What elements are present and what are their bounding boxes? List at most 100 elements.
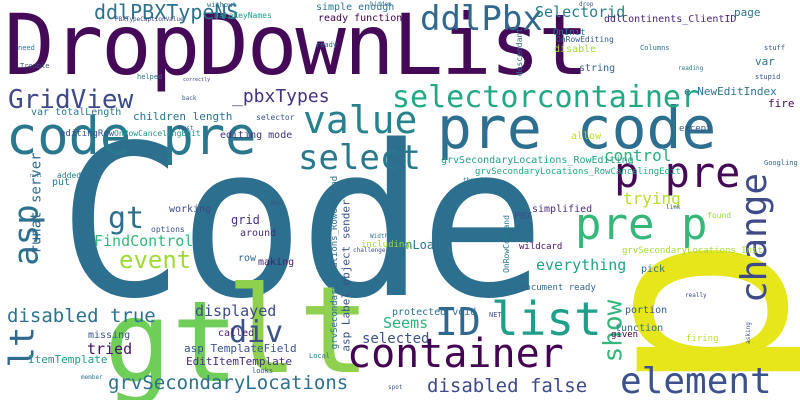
word-looks: looks	[252, 367, 274, 375]
word-options: options	[151, 225, 185, 234]
word-firing: firing	[686, 334, 719, 344]
word-portion: portion	[625, 305, 668, 316]
word-pbxtypecaptionvalue: PBXTypeCaptionValue	[115, 16, 184, 23]
word-pbx: PBX	[514, 211, 533, 222]
word-event: event	[119, 246, 192, 274]
word-trouble: Trouble	[20, 62, 50, 70]
word-findcontrol: FindControl	[94, 232, 194, 250]
word-making: making	[258, 257, 295, 268]
word-pre-p: pre p	[575, 199, 708, 250]
word-document-ready: document ready	[520, 283, 596, 293]
word-selectorid: Selectorid	[535, 3, 626, 21]
word-string: string	[579, 63, 616, 74]
word-ddlpbx: ddlPbx	[420, 0, 543, 39]
word-var: var	[755, 55, 775, 68]
word-reading: reading	[678, 65, 704, 72]
word-grvsecondarylocations-init: grvSecondaryLocations_Init	[622, 246, 763, 256]
word-list: list	[491, 292, 602, 346]
word-local: Local	[309, 352, 331, 360]
word-called: called	[218, 328, 255, 339]
word-ddlcontinents-clientid: ddlContinents_ClientID	[604, 14, 737, 25]
word-row: row	[238, 253, 257, 264]
word-net: NET	[489, 311, 502, 319]
word-stupid: stupid	[755, 73, 781, 81]
word-runat-server: runat server	[28, 152, 45, 254]
word-grid: grid	[231, 213, 260, 227]
word-simplified: simplified	[532, 204, 593, 215]
word-datakeynames: DataKeyNames	[214, 11, 272, 20]
word-element: element	[620, 361, 772, 400]
word-pbxtypes: _pbxTypes	[232, 86, 330, 107]
word-thought: thought	[463, 177, 489, 184]
word-drop: drop	[579, 1, 594, 8]
word-grvsecondarylocations-rowcommand: grvSecondaryLocations_RowCommand	[330, 175, 341, 350]
word-width: Width	[370, 233, 389, 240]
word-code-big: Code	[58, 100, 546, 345]
word-asp-templatefield: asp TemplateField	[184, 342, 297, 355]
word-put: put	[52, 177, 71, 188]
word-e-neweditindex: e NewEditIndex	[684, 85, 777, 98]
word-seems: Seems	[383, 314, 429, 332]
word-challenge: challenge	[353, 247, 386, 254]
word-columns: Columns	[640, 44, 670, 52]
word-disabled-true: disabled true	[7, 305, 156, 327]
word-onrowediting: OnRowEditing	[556, 35, 614, 44]
word-stuff: stuff	[764, 44, 786, 52]
word-p-pre: p pre	[614, 148, 741, 197]
word-except: except	[679, 124, 712, 134]
word-really: really	[685, 292, 707, 299]
word-asking: asking	[744, 322, 752, 344]
word-lt-big: lt	[226, 262, 371, 400]
word-missing: missing	[88, 330, 131, 341]
word-selectorcontainer: selectorcontainer	[392, 80, 700, 115]
word-null: null	[30, 173, 43, 179]
word-id: ID	[435, 300, 481, 344]
word-link: link	[666, 204, 681, 211]
word-dropdownlist: DropDownList	[4, 0, 589, 94]
word-pick: pick	[641, 264, 666, 275]
word-code-pre: code pre	[6, 107, 257, 167]
word-gridview: GridView	[8, 85, 134, 115]
word-allow: allow	[571, 131, 602, 142]
word-onrowcancelingedit: OnRowCancelingEdit	[114, 129, 201, 138]
word-helped: helped	[137, 73, 163, 81]
word-ready: ready	[316, 41, 338, 49]
word-given: given	[611, 330, 639, 340]
word-div: div	[229, 315, 284, 350]
word-around: around	[240, 228, 277, 239]
word-container: container	[347, 331, 564, 377]
word-correctly: correctly	[183, 77, 211, 83]
word-editingrow: editingRow	[60, 129, 115, 139]
word-edititemtemplate: EditItemTemplate	[186, 355, 292, 368]
word-trying: trying	[623, 189, 681, 208]
word-asp-label-object-sender: asp Label object sender	[339, 199, 353, 352]
word-disable: disable	[554, 44, 597, 55]
word-member: member	[81, 374, 103, 381]
word-select: select	[298, 138, 421, 178]
word-children-length: children length	[133, 110, 233, 123]
word-wildcard: wildcard	[519, 242, 563, 252]
word-descendant: descendant	[515, 27, 525, 77]
word-now: Now	[271, 200, 282, 207]
word-grvsecondarylocations-rowediting: grvSecondaryLocations_RowEditing	[441, 155, 634, 166]
word-oninit: OnInit	[553, 28, 586, 38]
word-fire: fire	[768, 97, 795, 110]
word-function: function	[615, 323, 664, 334]
word-onrowcommand: OnRowCommand	[501, 215, 511, 273]
word-selector: selector	[256, 113, 295, 122]
word-hidden: hidden	[370, 1, 392, 8]
word-gt-big: gt	[104, 278, 239, 400]
word-spot: spot	[388, 384, 403, 391]
word-page: page	[734, 6, 761, 19]
word-need: need	[18, 44, 35, 52]
word-disabled-false: disabled false	[427, 375, 588, 397]
word-googling: Googling	[764, 159, 798, 167]
word-including: including	[361, 240, 410, 250]
word-pre-code: pre code	[437, 94, 717, 162]
word-added: added	[57, 171, 82, 180]
word-found: found	[707, 211, 732, 220]
word-protected-void: protected void	[392, 307, 477, 318]
word-gt-small: gt	[108, 201, 145, 236]
word-value: value	[303, 98, 418, 142]
